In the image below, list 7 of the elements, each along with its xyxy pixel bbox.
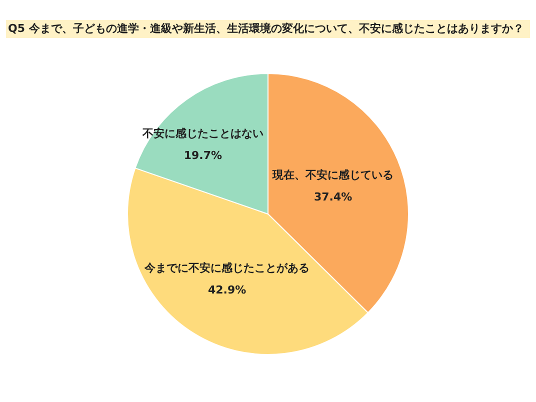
data-label: 37.4% <box>314 190 352 204</box>
data-label: 42.9% <box>208 284 246 297</box>
slice-label: 現在、不安に感じている <box>272 168 394 182</box>
slice-label: 不安に感じたことはない <box>141 126 264 140</box>
data-label: 19.7% <box>184 148 222 162</box>
chart-title: Q5 今まで、子どもの進学・進級や新生活、生活環境の変化について、不安に感じたことはありますか？ <box>6 20 530 38</box>
slice-label: 今までに不安に感じたことがある <box>144 262 310 275</box>
